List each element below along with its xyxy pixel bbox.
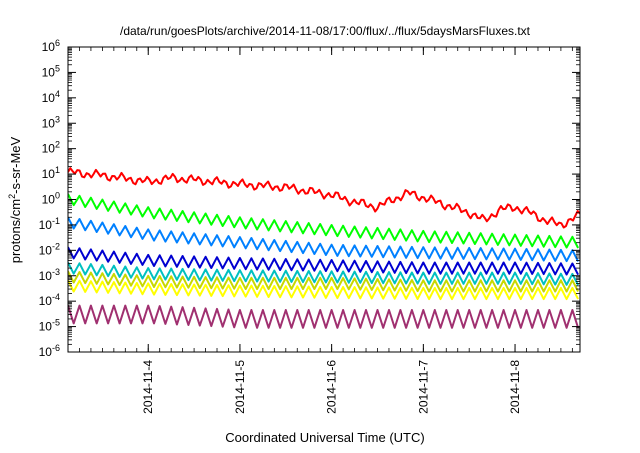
x-axis-label: Coordinated Universal Time (UTC) — [225, 430, 424, 445]
y-axis-label-pre: protons/cm — [8, 199, 23, 263]
y-axis-label-post: -s-sr-MeV — [8, 136, 23, 193]
y-tick-label: 10-5 — [39, 318, 60, 334]
y-tick-label: 104 — [42, 89, 60, 105]
plot-lines — [68, 167, 580, 329]
series-line-1 — [68, 167, 580, 229]
y-tick-label: 101 — [42, 165, 60, 181]
series-line-5 — [68, 262, 579, 286]
y-tick-label: 10-4 — [39, 292, 60, 308]
series-line-6 — [68, 270, 579, 293]
y-tick-label: 106 — [42, 38, 60, 54]
y-tick-label: 103 — [42, 114, 60, 130]
y-axis-label: protons/cm2-s-sr-MeV — [7, 136, 23, 263]
x-tick-label: 2014-11-7 — [416, 360, 430, 414]
series-line-7 — [68, 279, 579, 301]
y-tick-label: 102 — [42, 140, 60, 156]
chart-title: /data/run/goesPlots/archive/2014-11-08/1… — [120, 24, 531, 38]
y-tick-label: 10-1 — [39, 216, 60, 232]
x-axis-ticks: 2014-11-4 2014-11-5 2014-11-6 2014-11-7 2014… — [67, 47, 573, 414]
x-tick-label: 2014-11-5 — [233, 360, 247, 414]
series-line-8 — [68, 304, 580, 329]
series-line-3 — [68, 216, 579, 263]
y-axis-label-sup: 2 — [7, 194, 17, 199]
series-line-4 — [68, 246, 579, 276]
y-tick-label: 10-3 — [39, 267, 60, 283]
x-tick-label: 2014-11-6 — [325, 360, 339, 414]
series-line-2 — [68, 193, 579, 249]
y-tick-label: 100 — [42, 191, 60, 207]
y-tick-label: 10-6 — [39, 343, 60, 359]
y-tick-label: 10-2 — [39, 241, 60, 257]
y-axis-ticks: 10-6 10-5 10-4 10-3 10-2 10-1 100 101 102 103 104 1… — [39, 38, 580, 359]
y-tick-label: 105 — [42, 63, 60, 79]
x-tick-label: 2014-11-8 — [508, 360, 522, 414]
x-tick-label: 2014-11-4 — [141, 360, 155, 414]
